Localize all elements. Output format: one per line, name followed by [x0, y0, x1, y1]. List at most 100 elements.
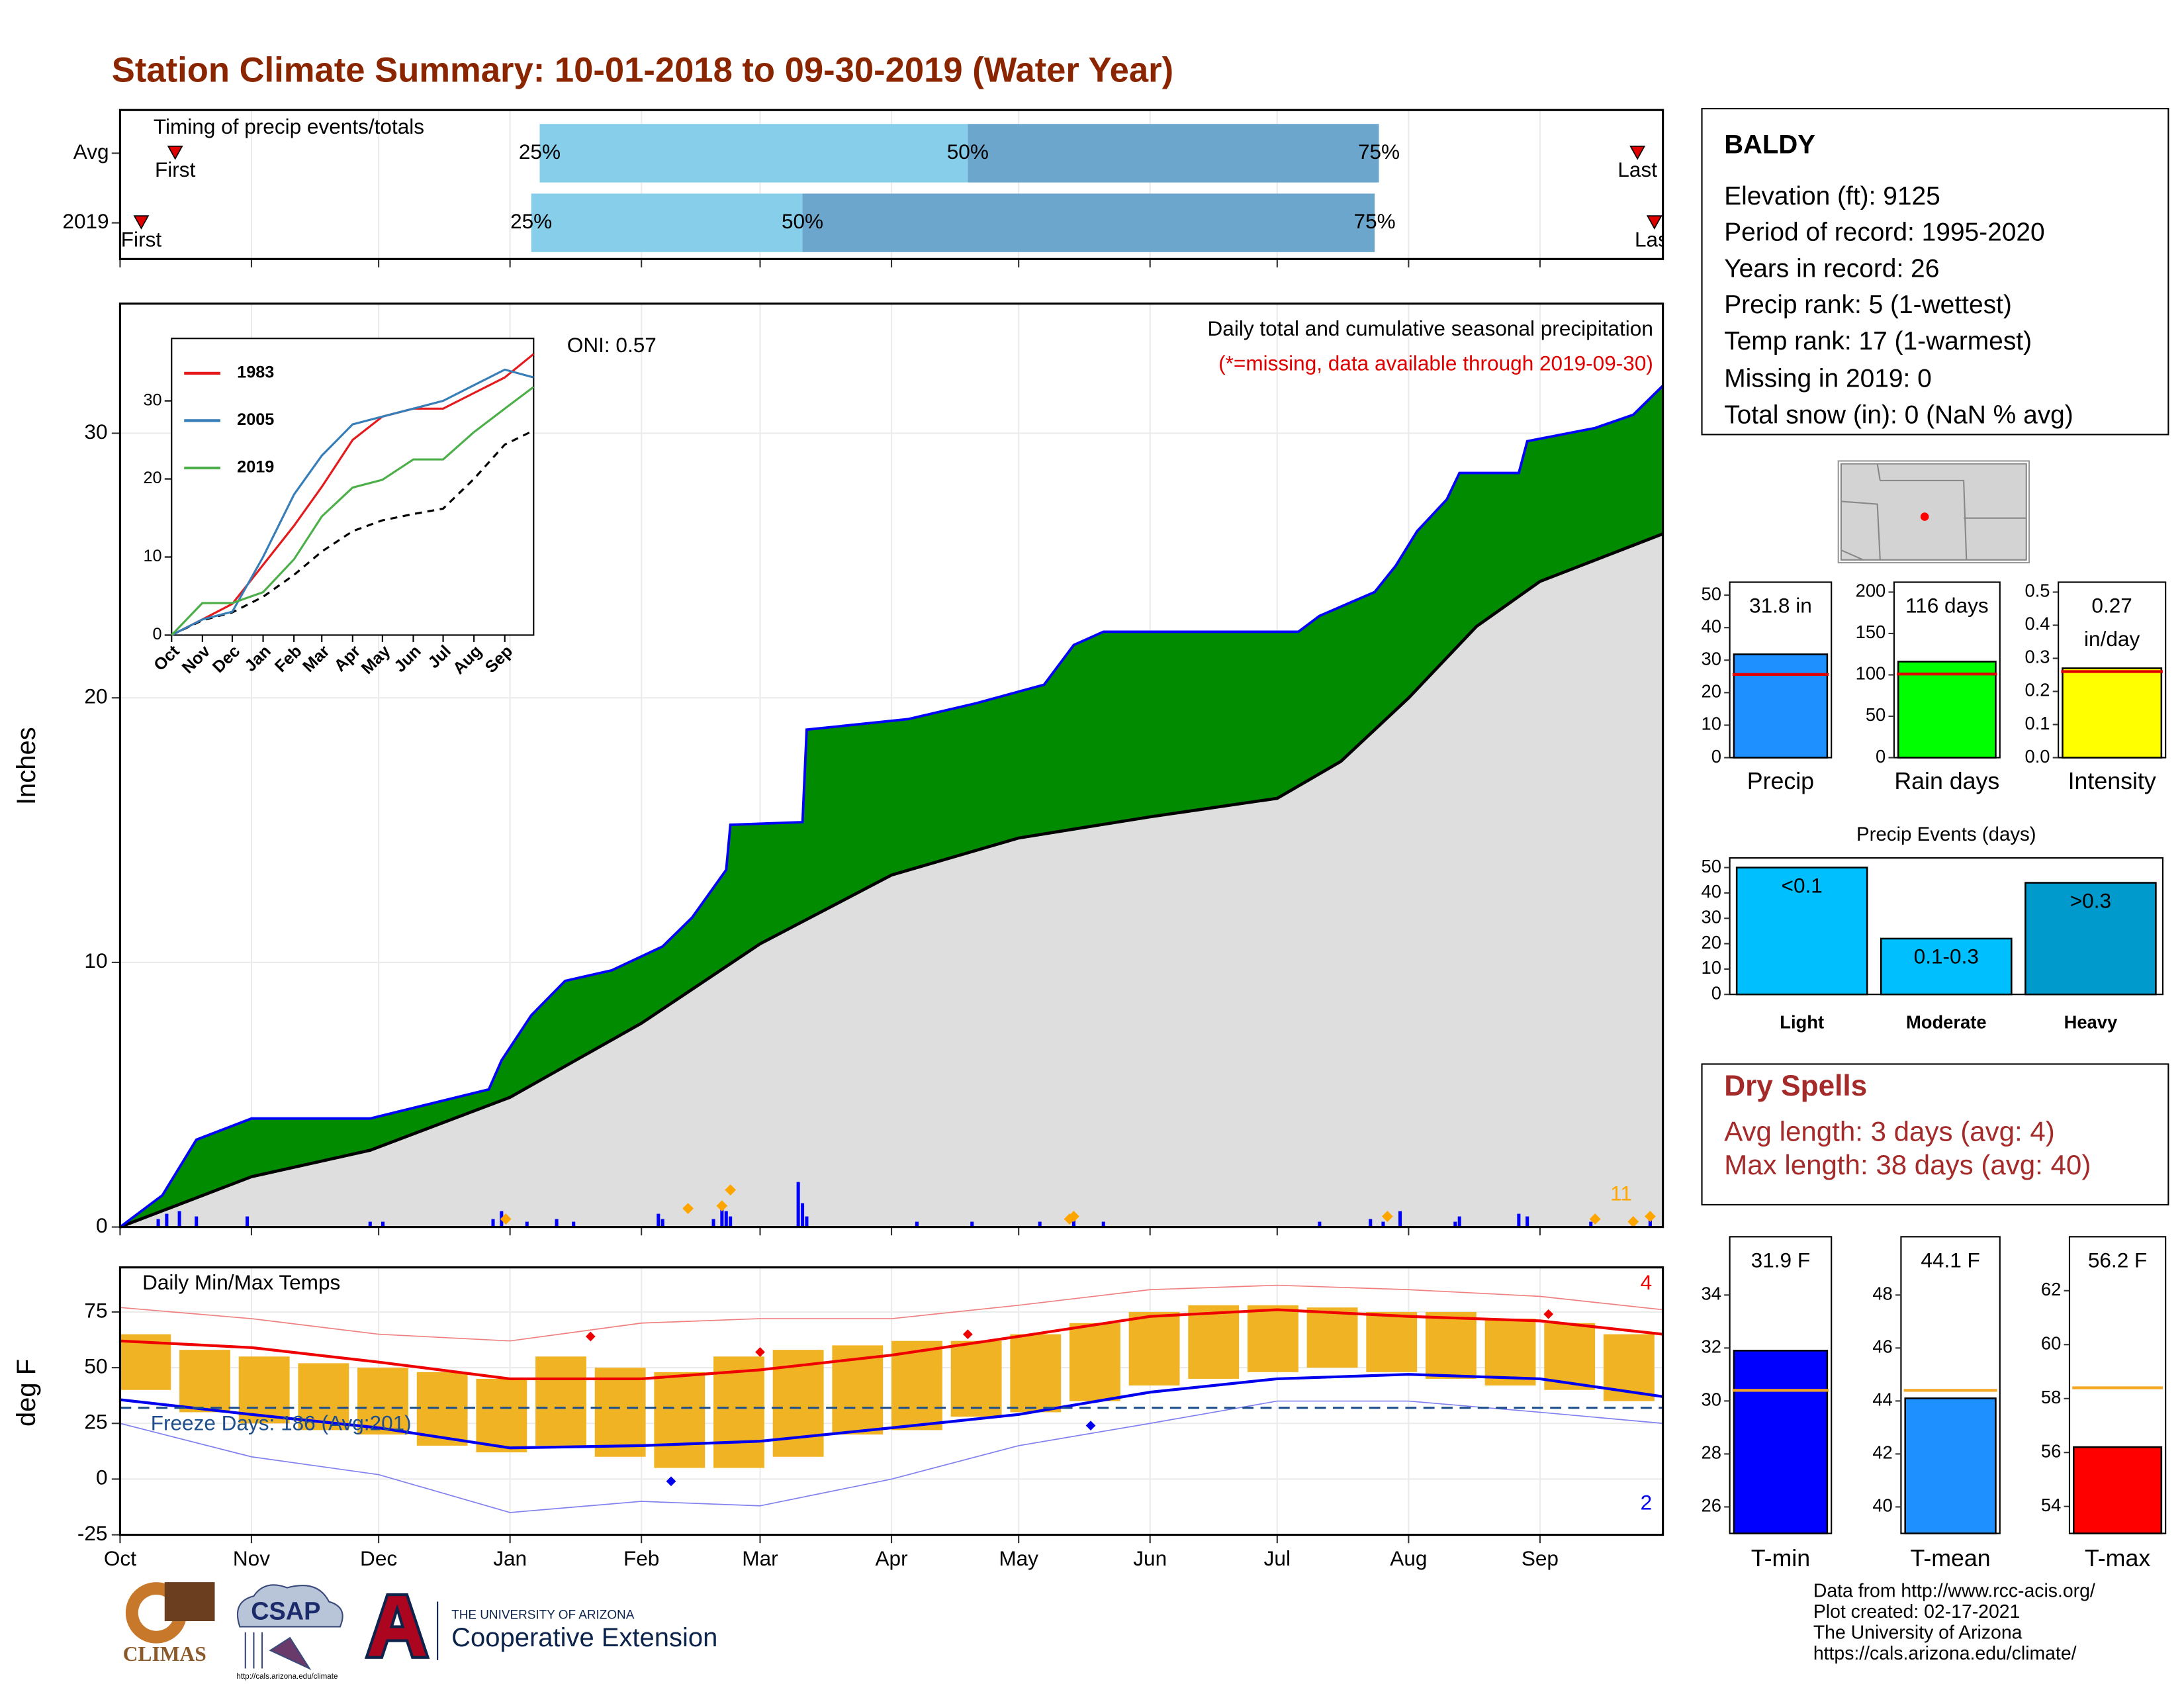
record-low-count: 2	[1641, 1491, 1653, 1515]
y-tick-label: 20	[1702, 681, 1721, 702]
daily-bar	[1318, 1221, 1322, 1227]
oni-label: ONI: 0.57	[567, 333, 657, 357]
x-tick-label: May	[999, 1546, 1038, 1570]
y-tick-label: 62	[2041, 1279, 2061, 1299]
x-tick-label: Jun	[1133, 1546, 1167, 1570]
daily-bar	[915, 1221, 919, 1227]
station-info: Period of record: 1995-2020	[1724, 218, 2045, 247]
daily-range	[594, 1368, 646, 1457]
y-tick-label: 100	[1856, 663, 1886, 684]
dry-spells-line: Avg length: 3 days (avg: 4)	[1724, 1116, 2055, 1147]
y-tick-label: 48	[1872, 1284, 1892, 1304]
y-tick-label: 10	[143, 547, 161, 565]
daily-bar	[729, 1216, 733, 1227]
y-tick-label: 50	[1702, 583, 1721, 604]
daily-range	[416, 1372, 468, 1446]
ua-logo: THE UNIVERSITY OF ARIZONA Cooperative Ex…	[364, 1593, 717, 1660]
bar	[2073, 1446, 2163, 1534]
row-label: 2019	[62, 209, 109, 233]
category-label: T-max	[2085, 1545, 2150, 1571]
temp-title: Daily Min/Max Temps	[142, 1270, 340, 1294]
x-tick-label: Dec	[360, 1546, 397, 1570]
y-tick-label: 54	[2041, 1495, 2061, 1515]
daily-range	[654, 1372, 705, 1468]
record-marker	[666, 1476, 676, 1487]
y-tick-label: 0.2	[2025, 680, 2050, 700]
y-axis-label: Inches	[12, 727, 41, 805]
bar	[1904, 1397, 1997, 1534]
station-info: Missing in 2019: 0	[1724, 365, 1932, 393]
value-label: 56.2 F	[2088, 1248, 2147, 1272]
daily-bar	[555, 1219, 559, 1227]
timing-bar	[968, 124, 1379, 183]
timing-bar	[539, 124, 968, 183]
y-tick-label: 30	[143, 391, 161, 409]
legend-label: 2019	[237, 458, 274, 477]
daily-bar	[1589, 1221, 1593, 1227]
y-tick-label: 0.4	[2025, 614, 2050, 634]
flag-marker	[1381, 1211, 1393, 1223]
station-info: Total snow (in): 0 (NaN % avg)	[1724, 400, 2073, 429]
bar-title: Precip Events (days)	[1856, 823, 2036, 845]
daily-range	[1128, 1311, 1180, 1386]
ua-text: THE UNIVERSITY OF ARIZONA	[451, 1609, 635, 1622]
timing-bar	[531, 193, 803, 252]
marker-label: First	[121, 227, 162, 251]
credit: https://cals.arizona.edu/climate/	[1813, 1643, 2077, 1664]
y-tick-label: 0.1	[2025, 713, 2050, 733]
daily-bar	[195, 1216, 199, 1227]
credit: The University of Arizona	[1813, 1622, 2023, 1643]
panel-border	[118, 109, 1664, 260]
daily-range	[950, 1340, 1002, 1417]
flag-marker	[500, 1213, 512, 1225]
panel-border	[118, 1266, 1664, 1536]
credit: Plot created: 02-17-2021	[1813, 1601, 2021, 1622]
station-info: Years in record: 26	[1724, 254, 1939, 283]
y-tick-label: 50	[1866, 704, 1886, 725]
value-label: 44.1 F	[1921, 1248, 1979, 1272]
category-label: T-mean	[1910, 1545, 1990, 1571]
timing-marker	[1646, 215, 1662, 230]
daily-range	[357, 1368, 408, 1435]
average-line	[119, 532, 1664, 1229]
annotation: 11	[1610, 1182, 1632, 1205]
flag-marker	[1627, 1216, 1639, 1228]
y-tick-label: 10	[1702, 714, 1721, 734]
legend-label: 2005	[237, 410, 274, 429]
category-label: Rain days	[1894, 768, 1999, 794]
y-tick-label: 0	[1711, 982, 1721, 1003]
daily-bar	[805, 1216, 809, 1227]
y-tick-label: 10	[84, 949, 107, 972]
daily-bar	[1525, 1216, 1529, 1227]
station-info: Elevation (ft): 9125	[1724, 182, 1940, 211]
daily-range	[1188, 1305, 1240, 1379]
daily-bar	[177, 1211, 181, 1227]
series-line	[171, 368, 534, 636]
bar-label: 0.1-0.3	[1914, 945, 1979, 968]
bar	[1880, 937, 2013, 996]
daily-bar	[724, 1211, 728, 1227]
timing-marker	[167, 146, 183, 160]
timing-title: Timing of precip events/totals	[154, 115, 424, 138]
value-label: 0.27	[2091, 594, 2132, 618]
percent-label: 75%	[1354, 209, 1396, 233]
panel-border	[118, 303, 1664, 1229]
daily-range	[238, 1356, 290, 1424]
csap-logo: CSAP http://cals.arizona.edu/climate	[236, 1584, 343, 1681]
x-tick-label: Apr	[875, 1546, 907, 1570]
avg-max-line	[120, 1308, 1663, 1381]
climas-text: CLIMAS	[123, 1642, 206, 1665]
marker-label: First	[155, 158, 196, 181]
station-box	[1701, 108, 2169, 436]
y-tick-label: 0	[153, 625, 162, 643]
y-tick-label: 30	[84, 420, 107, 444]
surplus-area	[120, 385, 1663, 1227]
daily-bar	[165, 1213, 169, 1227]
percent-label: 25%	[519, 140, 561, 164]
daily-bar	[1517, 1213, 1521, 1227]
daily-bar	[368, 1221, 372, 1227]
dry-spells-title: Dry Spells	[1724, 1070, 1867, 1102]
daily-range	[476, 1378, 527, 1453]
